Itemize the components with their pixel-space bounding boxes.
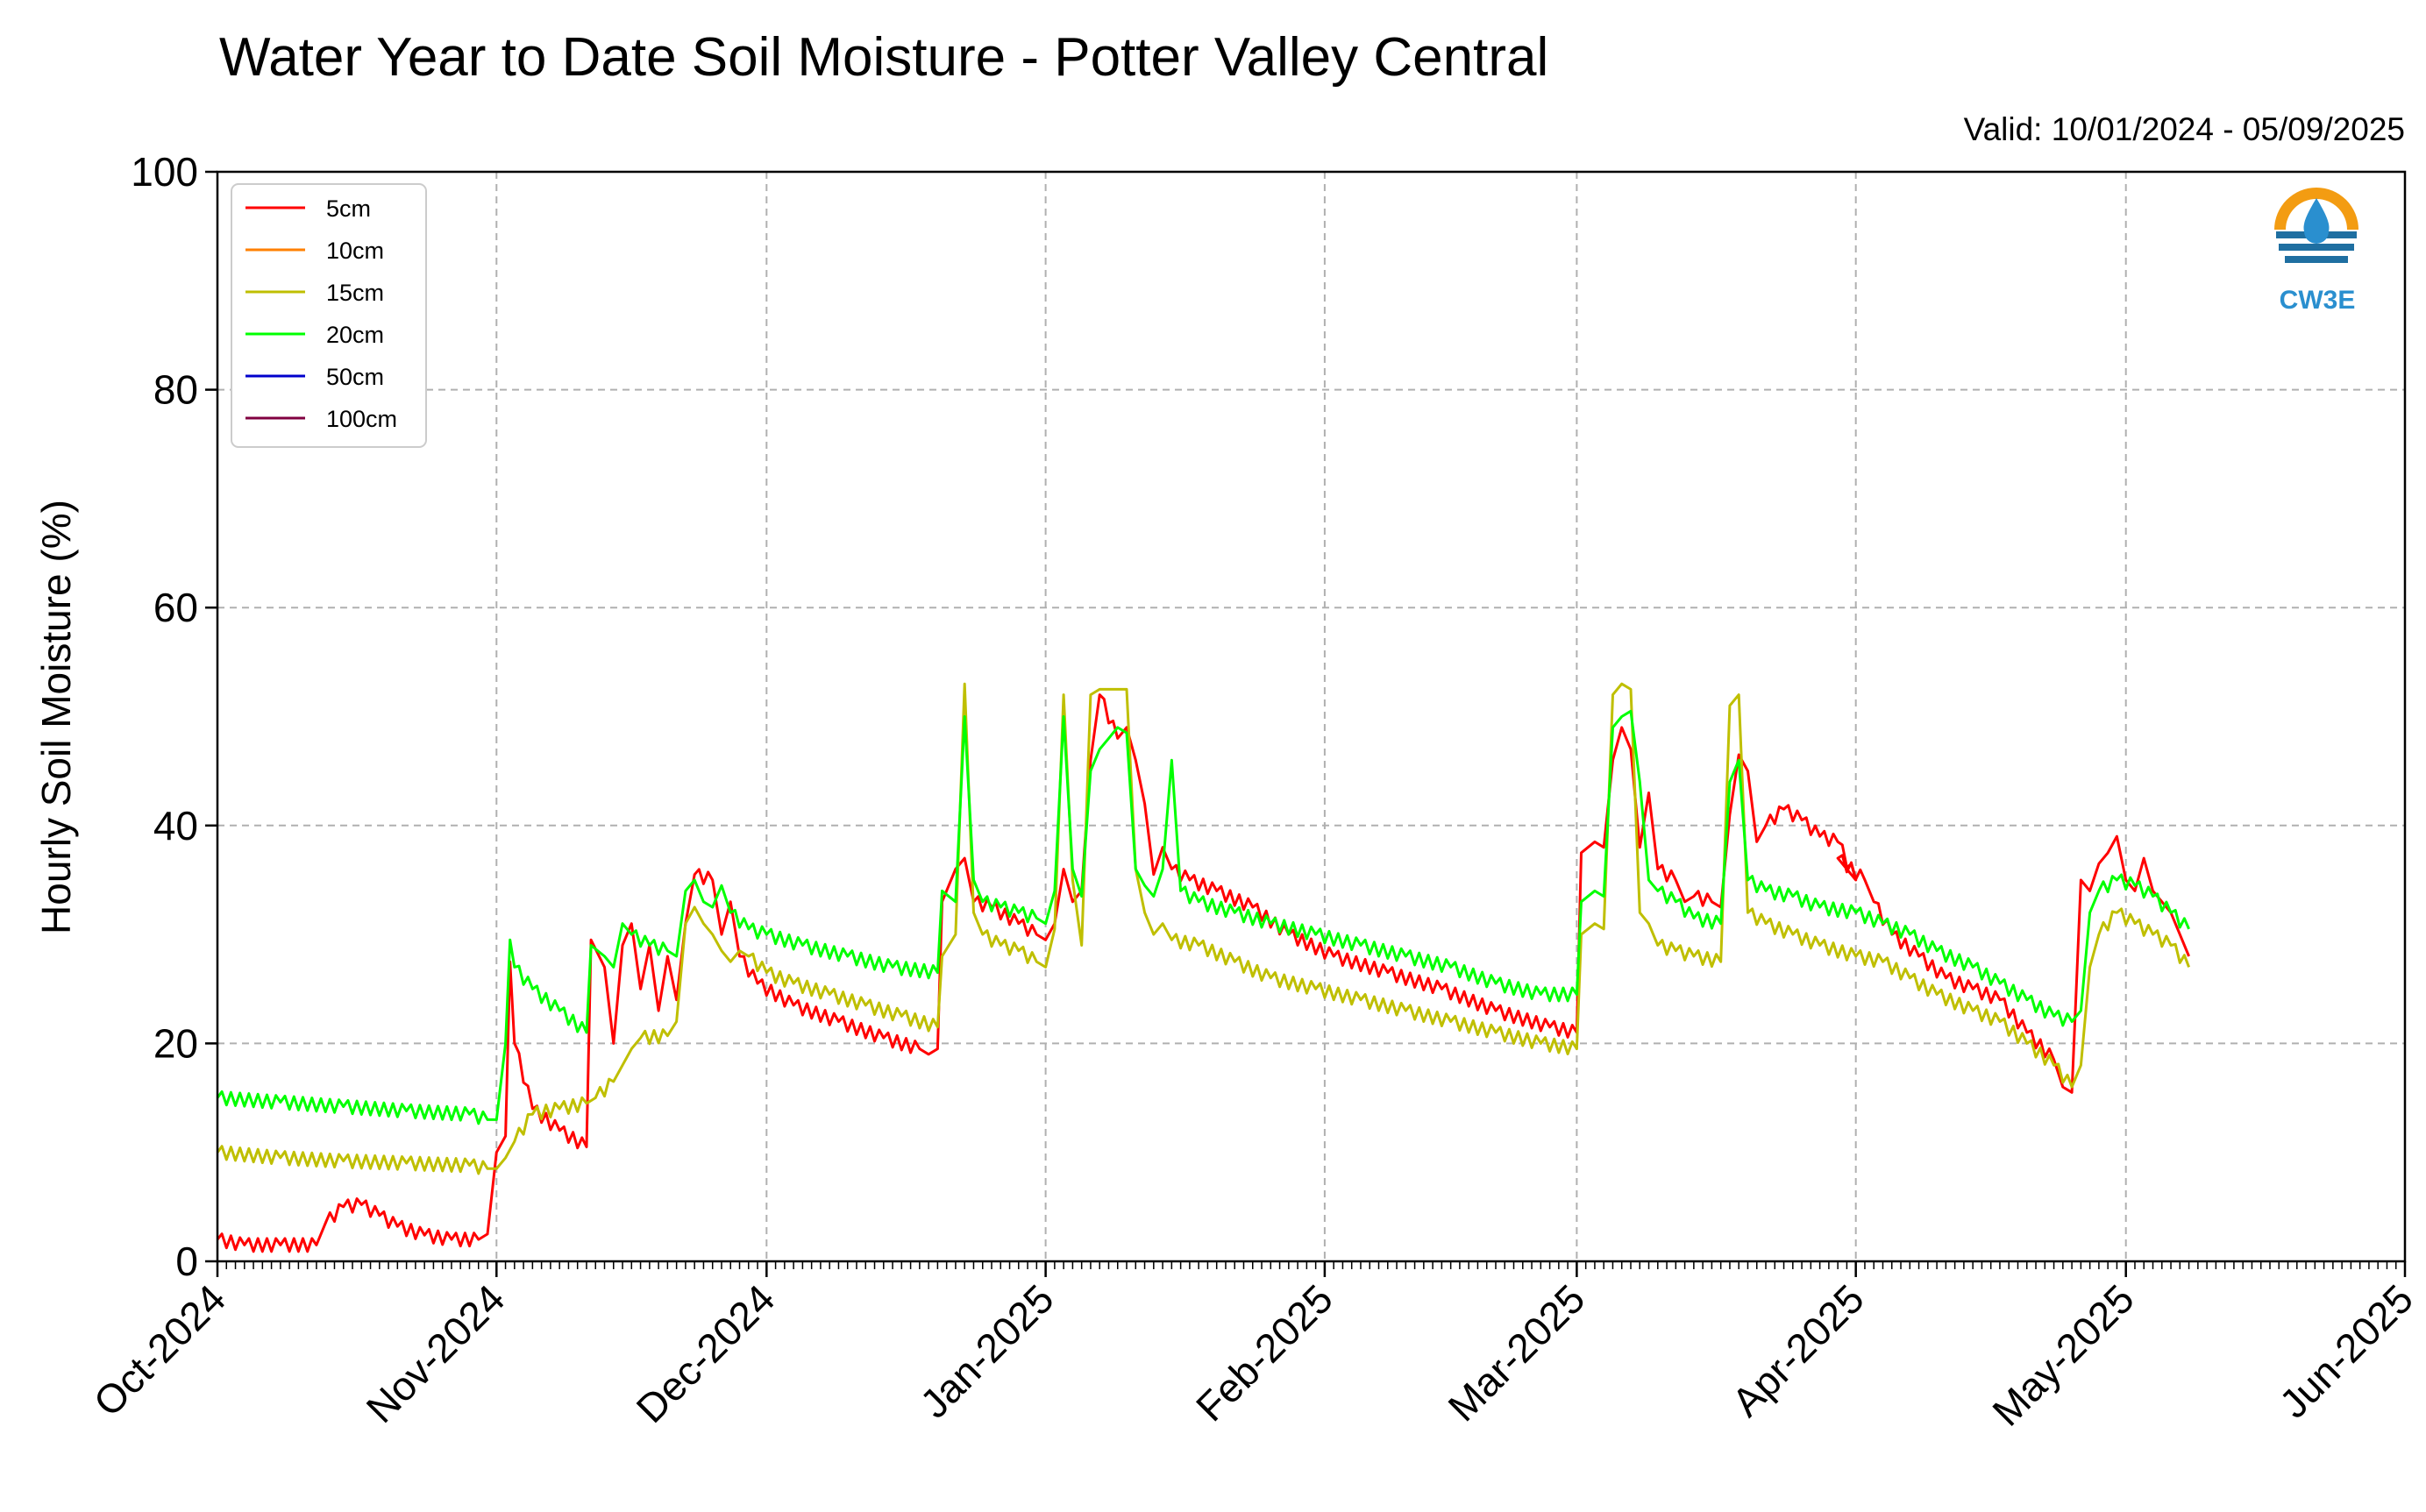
- y-tick-label: 80: [153, 367, 198, 413]
- legend-label-20cm: 20cm: [326, 322, 384, 348]
- legend-label-15cm: 15cm: [326, 280, 384, 306]
- valid-date-range: Valid: 10/01/2024 - 05/09/2025: [1964, 111, 2405, 147]
- grid-lines: [217, 172, 2405, 1261]
- cw3e-logo: CW3E: [2274, 188, 2358, 315]
- logo-text: CW3E: [2280, 286, 2356, 315]
- series-line-20cm: [216, 709, 2190, 1125]
- y-tick-label: 0: [175, 1239, 198, 1284]
- water-drop-icon: [2303, 198, 2330, 244]
- y-tick-label: 100: [131, 149, 198, 195]
- y-tick-label: 40: [153, 803, 198, 848]
- y-axis: 0 20 40 60 80 100: [131, 149, 217, 1284]
- legend-label-100cm: 100cm: [326, 406, 397, 432]
- legend-label-10cm: 10cm: [326, 238, 384, 264]
- chart-title: Water Year to Date Soil Moisture - Potte…: [219, 27, 1548, 88]
- series-lines: [216, 682, 2191, 1253]
- plot-frame: [216, 170, 2407, 1263]
- y-tick-label: 60: [153, 585, 198, 630]
- y-tick-label: 20: [153, 1020, 198, 1066]
- series-line-15cm: [216, 682, 2191, 1175]
- legend-label-5cm: 5cm: [326, 195, 371, 222]
- series-line-5cm: [216, 693, 2190, 1253]
- legend-label-50cm: 50cm: [326, 364, 384, 390]
- legend: 5cm 10cm 15cm 20cm 50cm 100cm: [231, 183, 427, 448]
- y-axis-label: Hourly Soil Moisture (%): [33, 500, 79, 934]
